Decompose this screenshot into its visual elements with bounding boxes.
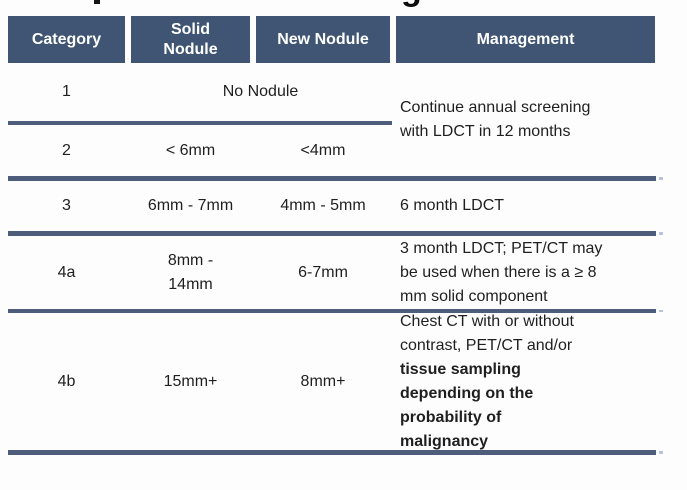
cell-category-1: 1: [62, 83, 71, 100]
header-label-management: Management: [476, 30, 575, 48]
cell-category-3: 3: [62, 197, 71, 214]
management-text-4b: Chest CT with or without contrast, PET/C…: [400, 310, 615, 454]
management-text-4a: 3 month LDCT; PET/CT may be used when th…: [400, 239, 603, 305]
header-label-new-nodule: New Nodule: [277, 30, 369, 48]
clipped-title-fragment-g: g: [401, 0, 422, 6]
cell-category-4a: 4a: [57, 263, 76, 281]
header-label-category: Category: [31, 30, 102, 48]
cell-solid-nodule-3: 6mm - 7mm: [147, 197, 234, 214]
table-bottom-border: [8, 450, 663, 455]
cell-new-nodule-4b: 8mm+: [300, 372, 346, 390]
management-text-4b-bold: tissue sampling depending on the probabi…: [400, 360, 534, 450]
management-text-4b-regular: Chest CT with or without contrast, PET/C…: [400, 312, 574, 354]
cell-solid-nodule-4b: 15mm+: [163, 372, 218, 390]
row-divider: [8, 231, 663, 236]
row-divider: [8, 176, 663, 181]
cell-new-nodule-2: <4mm: [300, 141, 346, 159]
cell-solid-nodule-2: < 6mm: [165, 141, 216, 159]
clipped-title-fragment: [94, 0, 100, 4]
row-divider-partial: [8, 121, 392, 125]
header-cell-solid-nodule: Solid Nodule: [131, 16, 250, 63]
header-label-solid-nodule: Solid Nodule: [163, 21, 218, 58]
cell-new-nodule-4a: 6-7mm: [298, 263, 348, 281]
management-text-3: 6 month LDCT: [400, 197, 505, 214]
solid-nodule-4a-text: 8mm - 14mm: [167, 251, 214, 293]
header-cell-category: Category: [8, 16, 125, 63]
management-text-rows-1-2: Continue annual screening with LDCT in 1…: [400, 98, 591, 140]
cell-management-4b: Chest CT with or without contrast, PET/C…: [396, 313, 655, 450]
cell-management-4a: 3 month LDCT; PET/CT may be used when th…: [396, 236, 655, 309]
header-cell-new-nodule: New Nodule: [256, 16, 390, 63]
cell-management-rows-1-2: Continue annual screening with LDCT in 1…: [396, 63, 655, 176]
cell-management-3: 6 month LDCT: [396, 181, 655, 231]
cell-category-4b: 4b: [57, 372, 76, 390]
cell-category-2: 2: [62, 141, 71, 159]
cell-no-nodule: No Nodule: [222, 83, 299, 100]
row-divider: [8, 309, 663, 313]
cell-solid-nodule-4a: 8mm - 14mm: [131, 236, 250, 309]
cell-new-nodule-3: 4mm - 5mm: [280, 197, 366, 214]
header-cell-management: Management: [396, 16, 655, 63]
